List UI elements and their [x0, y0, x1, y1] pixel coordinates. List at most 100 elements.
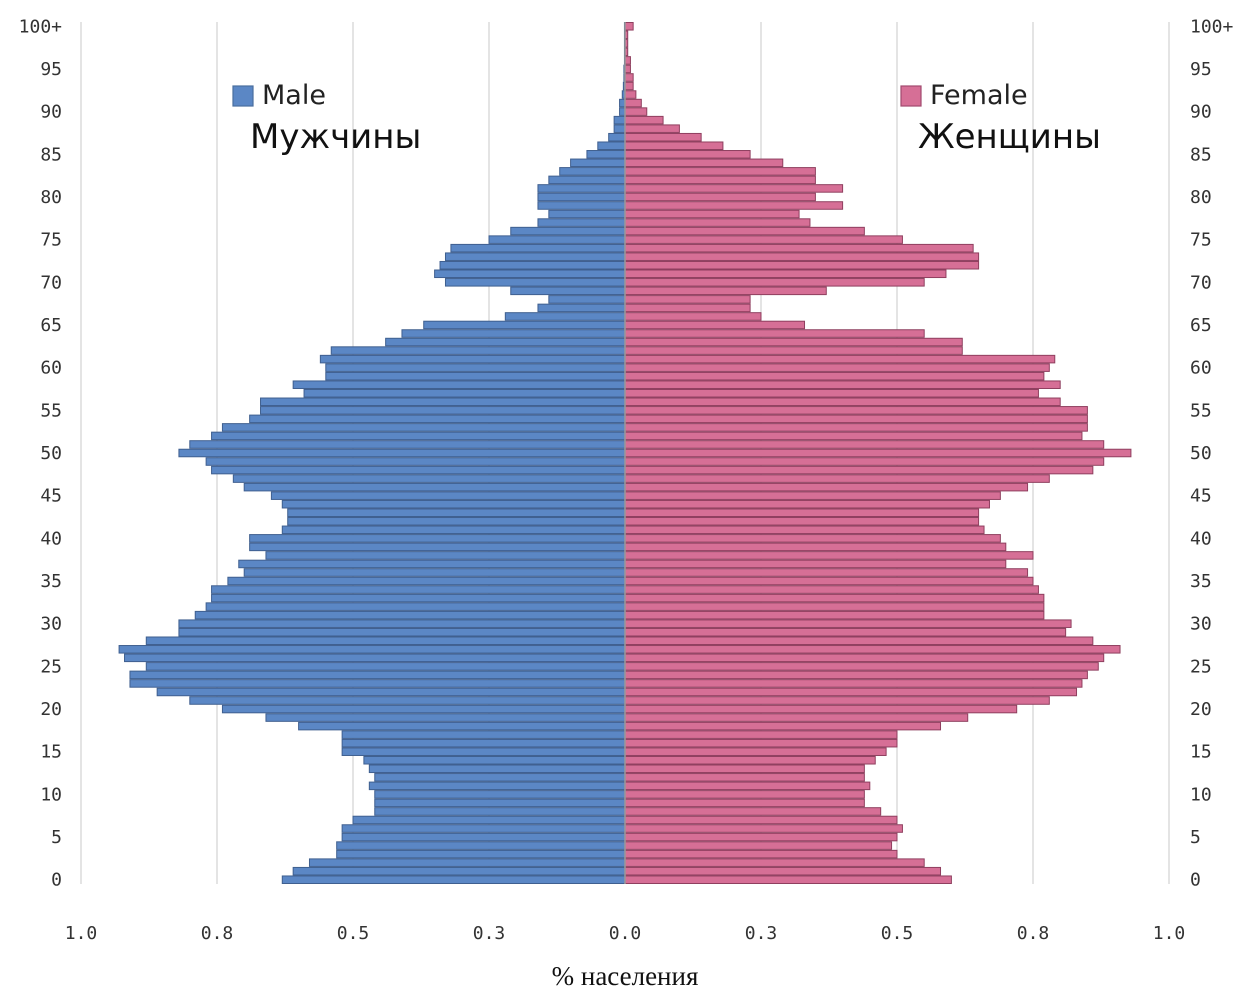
female-bar	[624, 64, 631, 74]
y-tick-label: 75	[40, 230, 62, 251]
female-bar	[624, 499, 990, 509]
male-bar	[559, 167, 626, 176]
male-caption: Мужчины	[250, 117, 421, 157]
male-bar	[444, 252, 626, 261]
male-bar	[205, 602, 626, 611]
male-bar	[298, 721, 626, 731]
male-bar	[341, 824, 626, 833]
female-bar	[624, 115, 664, 125]
female-bar	[624, 764, 865, 774]
female-bar	[624, 619, 1072, 628]
y-tick-label: 5	[51, 827, 62, 848]
male-bar	[156, 687, 626, 697]
female-bar	[624, 175, 816, 185]
male-bar	[548, 175, 626, 185]
legend-female: Female	[900, 80, 1028, 111]
male-bar	[205, 457, 626, 466]
y-tick-label: 10	[1190, 784, 1212, 805]
female-bar	[624, 636, 1094, 646]
y-tick-label: 80	[1190, 187, 1212, 208]
y-tick-label: 90	[1190, 102, 1212, 123]
female-bar	[624, 738, 898, 748]
female-bar	[624, 414, 1088, 424]
male-bar	[374, 807, 626, 816]
x-tick-label: 1.0	[1153, 923, 1186, 944]
female-bar	[624, 568, 1029, 577]
female-bar	[624, 278, 925, 287]
male-bar	[597, 141, 626, 151]
y-tick-label: 95	[40, 59, 62, 80]
female-bar	[624, 354, 1056, 364]
female-bar	[624, 406, 1088, 415]
y-tick-label: 65	[40, 315, 62, 336]
male-bar	[586, 150, 626, 159]
x-tick-label: 0.0	[609, 923, 642, 944]
female-bar	[624, 474, 1050, 483]
y-tick-label: 0	[51, 870, 62, 891]
male-bar	[548, 209, 626, 219]
female-bar	[624, 824, 903, 833]
male-bar	[194, 610, 626, 620]
male-bar	[336, 849, 626, 859]
female-bar	[624, 22, 634, 31]
female-bar	[624, 482, 1029, 492]
male-bar	[325, 363, 626, 372]
female-bar	[624, 559, 1007, 569]
female-bar	[624, 303, 751, 313]
male-bar	[265, 551, 626, 560]
male-bar	[450, 243, 626, 253]
female-bar	[624, 192, 816, 202]
female-bar	[624, 807, 882, 816]
legend-female-label: Female	[930, 80, 1028, 111]
y-tick-labels-right: 0 5 10 15 20 25 30 35 40 45 50 55 60 65 70 75 80 85 90 95 10…	[1190, 16, 1234, 890]
male-bar	[281, 875, 626, 884]
y-tick-label: 60	[1190, 358, 1212, 379]
female-bar	[624, 679, 1083, 688]
female-bar	[624, 627, 1067, 637]
female-bar	[624, 218, 811, 227]
female-bar	[624, 653, 1105, 663]
male-bar	[319, 354, 626, 364]
female-bar	[624, 312, 762, 321]
male-bar	[336, 841, 626, 850]
female-bar	[624, 798, 865, 808]
male-bar	[189, 696, 626, 705]
female-bar	[624, 295, 751, 304]
female-bar	[624, 755, 876, 765]
male-bar	[260, 397, 626, 407]
female-bar	[624, 866, 942, 876]
female-bar	[624, 773, 865, 782]
male-bar	[211, 431, 626, 441]
y-tick-label: 50	[1190, 443, 1212, 464]
y-tick-label: 35	[40, 571, 62, 592]
male-bar	[368, 764, 626, 774]
y-tick-label: 20	[40, 699, 62, 720]
female-bar	[624, 491, 1001, 500]
female-bar	[624, 696, 1050, 705]
male-bar	[124, 653, 626, 663]
female-bar	[624, 670, 1088, 680]
y-tick-label: 85	[40, 144, 62, 165]
male-bar	[221, 423, 626, 432]
y-tick-label: 70	[1190, 272, 1212, 293]
y-tick-label: 30	[40, 614, 62, 635]
female-bar	[624, 551, 1034, 560]
y-tick-label: 0	[1190, 870, 1201, 891]
y-tick-label: 20	[1190, 699, 1212, 720]
y-tick-label: 55	[40, 400, 62, 421]
male-bar	[423, 320, 626, 330]
y-tick-label: 50	[40, 443, 62, 464]
y-tick-label: 30	[1190, 614, 1212, 635]
female-bar	[624, 517, 980, 526]
y-tick-label: 70	[40, 272, 62, 293]
male-bar	[178, 448, 626, 458]
male-bar	[537, 303, 626, 313]
male-bar	[352, 815, 626, 825]
female-bar	[624, 286, 827, 296]
female-bar	[624, 815, 898, 825]
male-bar	[287, 517, 626, 526]
x-tick-label: 0.3	[473, 923, 506, 944]
y-tick-label: 40	[40, 528, 62, 549]
y-tick-label: 25	[1190, 656, 1212, 677]
